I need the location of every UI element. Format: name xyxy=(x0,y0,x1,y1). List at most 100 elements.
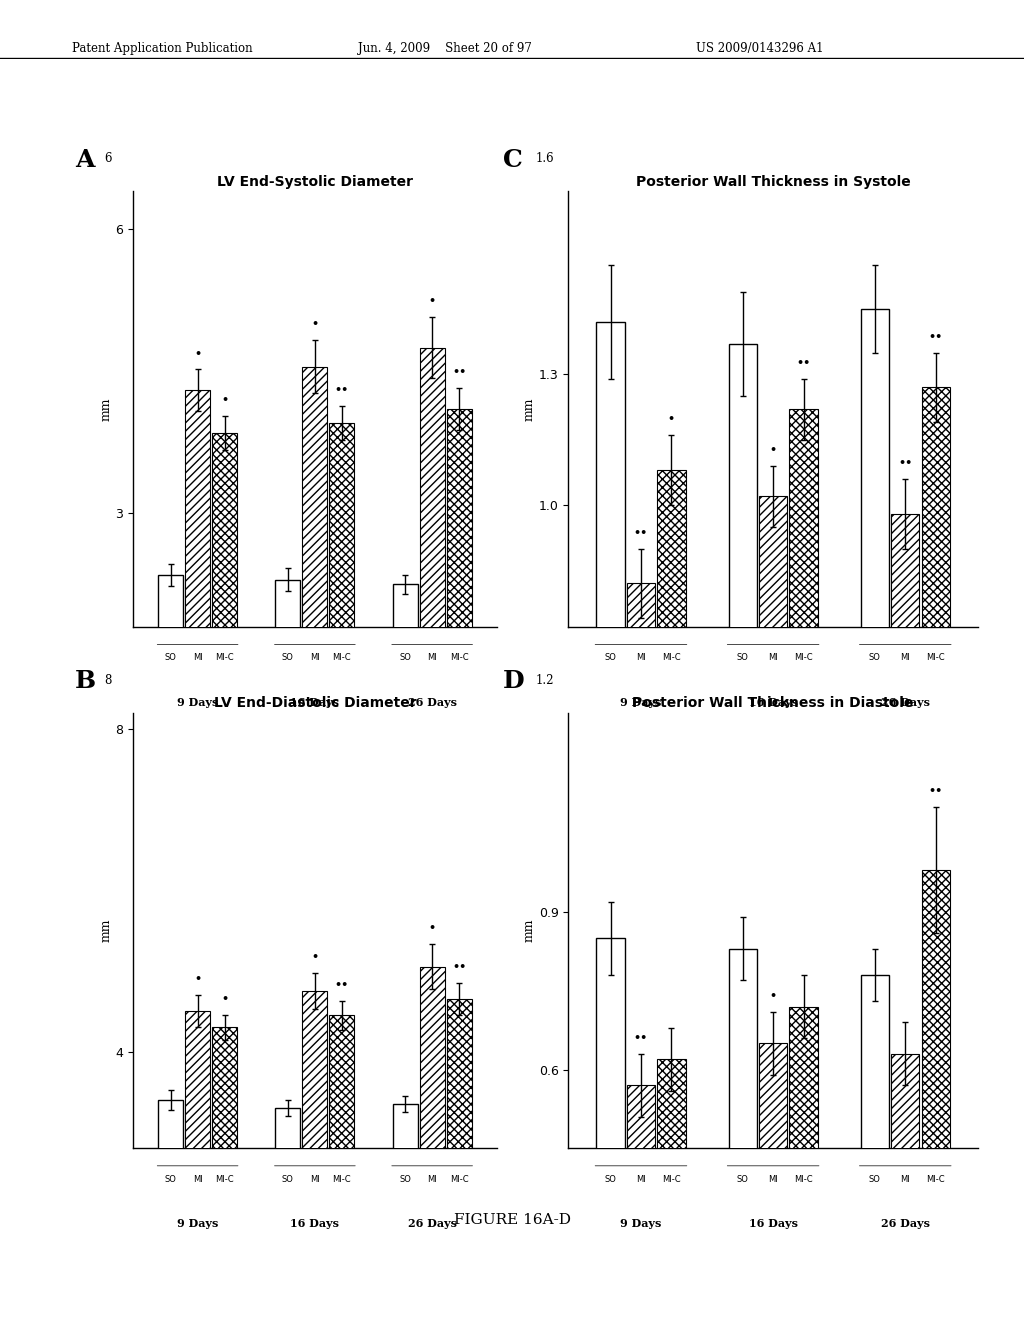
Text: 9 Days: 9 Days xyxy=(621,1218,662,1229)
Bar xyxy=(657,470,685,941)
Text: 8: 8 xyxy=(104,673,112,686)
Bar xyxy=(420,347,444,797)
Text: MI: MI xyxy=(427,653,437,663)
Text: MI: MI xyxy=(636,1175,646,1184)
Text: 16 Days: 16 Days xyxy=(291,697,339,708)
Text: D: D xyxy=(503,669,524,693)
Text: Patent Application Publication: Patent Application Publication xyxy=(72,42,252,55)
Text: MI: MI xyxy=(193,1175,203,1184)
Bar xyxy=(420,966,444,1320)
Text: •: • xyxy=(429,924,435,933)
Bar xyxy=(759,1043,787,1320)
Text: 26 Days: 26 Days xyxy=(408,697,457,708)
Bar xyxy=(759,496,787,941)
Y-axis label: mm: mm xyxy=(99,919,113,942)
Bar xyxy=(212,1027,238,1320)
Text: •: • xyxy=(311,953,318,962)
Title: Posterior Wall Thickness in Systole: Posterior Wall Thickness in Systole xyxy=(636,174,910,189)
Bar xyxy=(275,579,300,797)
Text: ••: •• xyxy=(898,458,912,469)
Text: 9 Days: 9 Days xyxy=(621,697,662,708)
Bar xyxy=(330,424,354,797)
Bar xyxy=(729,949,757,1320)
Text: ••: •• xyxy=(634,528,648,537)
Title: LV End-Systolic Diameter: LV End-Systolic Diameter xyxy=(217,174,413,189)
Text: MI-C: MI-C xyxy=(215,1175,233,1184)
Text: SO: SO xyxy=(737,653,749,663)
Text: MI: MI xyxy=(900,1175,910,1184)
Text: Jun. 4, 2009    Sheet 20 of 97: Jun. 4, 2009 Sheet 20 of 97 xyxy=(358,42,532,55)
Bar xyxy=(446,999,472,1320)
Bar xyxy=(627,583,655,941)
Text: MI: MI xyxy=(768,1175,778,1184)
Y-axis label: mm: mm xyxy=(99,397,113,421)
Bar xyxy=(657,1059,685,1320)
Bar xyxy=(861,975,889,1320)
Text: •: • xyxy=(668,414,675,425)
Text: SO: SO xyxy=(399,653,411,663)
Bar xyxy=(185,391,210,797)
Bar xyxy=(392,585,418,797)
Text: ••: •• xyxy=(335,979,349,990)
Text: 26 Days: 26 Days xyxy=(881,1218,930,1229)
Text: 9 Days: 9 Days xyxy=(177,1218,218,1229)
Bar xyxy=(891,513,920,941)
Bar xyxy=(158,1100,183,1320)
Text: SO: SO xyxy=(282,653,294,663)
Bar xyxy=(790,409,817,941)
Text: 1.2: 1.2 xyxy=(536,673,554,686)
Text: ••: •• xyxy=(452,962,466,972)
Text: •: • xyxy=(195,974,201,985)
Text: 6: 6 xyxy=(104,152,112,165)
Text: SO: SO xyxy=(282,1175,294,1184)
Bar xyxy=(627,1085,655,1320)
Text: MI: MI xyxy=(193,653,203,663)
Y-axis label: mm: mm xyxy=(523,397,536,421)
Text: 26 Days: 26 Days xyxy=(408,1218,457,1229)
Y-axis label: mm: mm xyxy=(523,919,536,942)
Text: MI-C: MI-C xyxy=(215,653,233,663)
Text: FIGURE 16A-D: FIGURE 16A-D xyxy=(454,1213,570,1226)
Bar xyxy=(392,1104,418,1320)
Text: •: • xyxy=(221,994,228,1005)
Text: US 2009/0143296 A1: US 2009/0143296 A1 xyxy=(696,42,824,55)
Text: 16 Days: 16 Days xyxy=(749,697,798,708)
Text: MI: MI xyxy=(636,653,646,663)
Text: 9 Days: 9 Days xyxy=(177,697,218,708)
Text: ••: •• xyxy=(634,1034,648,1043)
Text: ••: •• xyxy=(452,367,466,378)
Text: MI: MI xyxy=(310,1175,319,1184)
Text: SO: SO xyxy=(165,1175,176,1184)
Text: ••: •• xyxy=(929,787,943,796)
Bar xyxy=(185,1011,210,1320)
Bar xyxy=(729,345,757,941)
Text: C: C xyxy=(503,148,522,172)
Text: A: A xyxy=(75,148,94,172)
Text: MI-C: MI-C xyxy=(333,1175,351,1184)
Text: SO: SO xyxy=(869,653,881,663)
Title: LV End-Diastolic Diameter: LV End-Diastolic Diameter xyxy=(214,696,416,710)
Text: MI-C: MI-C xyxy=(795,1175,813,1184)
Title: Posterior Wall Thickness in Diastole: Posterior Wall Thickness in Diastole xyxy=(633,696,913,710)
Text: SO: SO xyxy=(737,1175,749,1184)
Bar xyxy=(302,367,328,797)
Text: •: • xyxy=(311,319,318,329)
Text: MI: MI xyxy=(768,653,778,663)
Bar xyxy=(922,388,950,941)
Bar xyxy=(861,309,889,941)
Bar xyxy=(275,1107,300,1320)
Text: B: B xyxy=(75,669,96,693)
Text: MI: MI xyxy=(900,653,910,663)
Text: MI-C: MI-C xyxy=(333,653,351,663)
Text: MI-C: MI-C xyxy=(450,1175,468,1184)
Bar xyxy=(596,322,625,941)
Text: MI-C: MI-C xyxy=(927,1175,945,1184)
Text: MI-C: MI-C xyxy=(795,653,813,663)
Text: MI: MI xyxy=(310,653,319,663)
Bar xyxy=(790,1007,817,1320)
Text: 16 Days: 16 Days xyxy=(291,1218,339,1229)
Text: •: • xyxy=(770,445,776,455)
Text: •: • xyxy=(195,348,201,359)
Bar xyxy=(330,1015,354,1320)
Text: ••: •• xyxy=(335,385,349,396)
